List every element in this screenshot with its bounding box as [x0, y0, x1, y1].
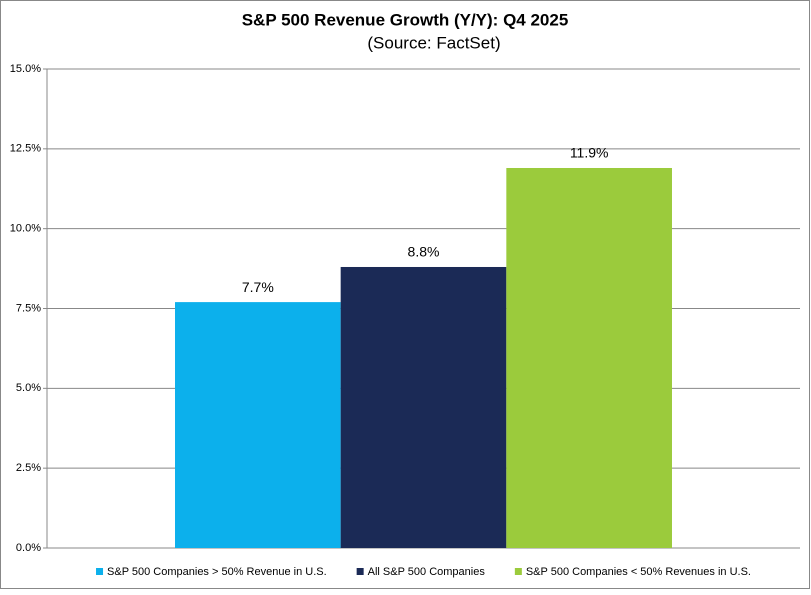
chart-subtitle: (Source: FactSet) — [367, 33, 500, 52]
legend-label: S&P 500 Companies > 50% Revenue in U.S. — [107, 566, 327, 578]
legend-swatch — [514, 568, 522, 575]
legend-swatch — [356, 568, 364, 575]
y-tick-label: 15.0% — [10, 63, 41, 75]
y-tick-label: 2.5% — [16, 462, 41, 474]
chart-title: S&P 500 Revenue Growth (Y/Y): Q4 2025 — [242, 10, 569, 29]
legend-label: S&P 500 Companies < 50% Revenues in U.S. — [526, 566, 751, 578]
y-tick-label: 0.0% — [16, 542, 41, 554]
bar — [506, 167, 672, 548]
y-tick-label: 5.0% — [16, 382, 41, 394]
data-label: 11.9% — [570, 145, 609, 161]
y-tick-label: 7.5% — [16, 302, 41, 314]
bar — [175, 302, 341, 548]
legend-swatch — [96, 568, 104, 575]
data-label: 7.7% — [242, 279, 274, 295]
y-tick-label: 12.5% — [10, 143, 41, 155]
bar — [340, 266, 507, 548]
y-tick-label: 10.0% — [10, 223, 41, 235]
data-label: 8.8% — [408, 244, 440, 260]
legend-label: All S&P 500 Companies — [368, 566, 486, 578]
